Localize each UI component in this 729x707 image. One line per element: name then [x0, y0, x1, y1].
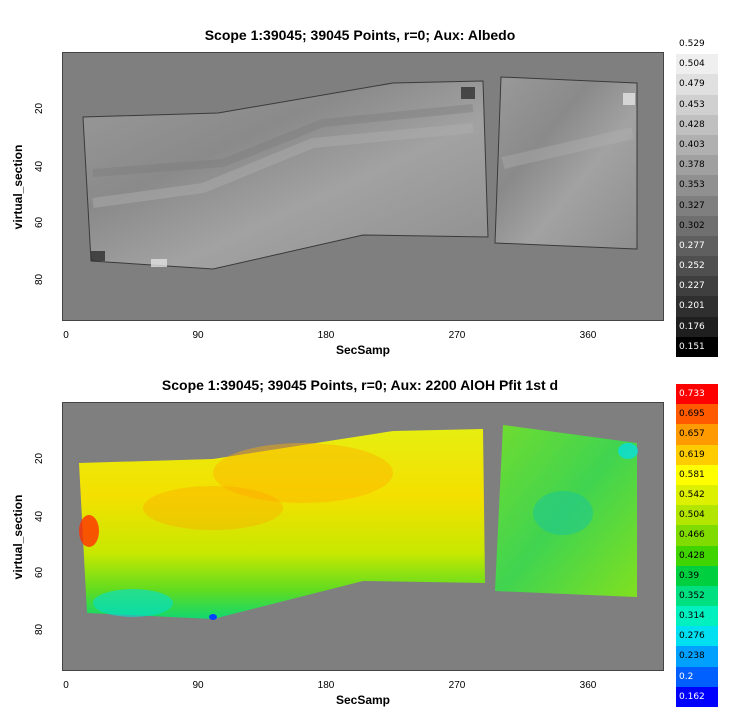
albedo-panel: Scope 1:39045; 39045 Points, r=0; Aux: A… — [0, 0, 729, 357]
bright-spot — [151, 259, 167, 267]
bright-spot — [623, 93, 635, 105]
plot-area — [62, 402, 664, 671]
colorbar: 0.529 0.504 0.479 0.453 0.428 0.403 0.378 0.353… — [676, 34, 718, 357]
plot-area — [62, 52, 664, 321]
y-tick-label: 40 — [34, 510, 45, 522]
x-tick-label: 90 — [192, 330, 204, 341]
chart-title: Scope 1:39045; 39045 Points, r=0; Aux: 2… — [161, 377, 559, 393]
core-section-left — [82, 80, 489, 270]
colorbar-cell: 0.529 — [676, 34, 718, 55]
colorbar-cell: 0.619 — [676, 444, 718, 465]
x-tick-label: 0 — [63, 330, 69, 341]
colorbar-cell: 0.238 — [676, 646, 718, 667]
colorbar-cell: 0.327 — [676, 195, 718, 216]
aloh-map — [79, 425, 638, 620]
core-section-left — [79, 429, 485, 619]
x-axis-label: SecSamp — [335, 693, 391, 707]
x-axis-label: SecSamp — [335, 343, 391, 357]
x-tick-label: 180 — [317, 330, 335, 341]
aloh-panel: Scope 1:39045; 39045 Points, r=0; Aux: 2… — [0, 350, 729, 707]
colorbar-cell: 0.151 — [676, 336, 718, 357]
colorbar-cell: 0.252 — [676, 256, 718, 277]
x-tick-label: 360 — [579, 680, 597, 691]
y-axis-label: virtual_section — [11, 494, 25, 580]
colorbar-cell: 0.302 — [676, 215, 718, 236]
colorbar-cell: 0.504 — [676, 54, 718, 75]
core-section-right — [494, 76, 638, 250]
warm-patch — [143, 486, 283, 530]
colorbar-cell: 0.2 — [676, 666, 718, 687]
x-tick-label: 270 — [448, 680, 466, 691]
colorbar-cell: 0.352 — [676, 585, 718, 607]
x-tick-label: 180 — [317, 680, 335, 691]
colorbar-cell: 0.733 — [676, 384, 718, 405]
colorbar-cell: 0.479 — [676, 74, 718, 95]
colorbar-cell: 0.542 — [676, 484, 718, 506]
colorbar-cell: 0.695 — [676, 404, 718, 425]
colorbar-cell: 0.403 — [676, 134, 718, 156]
x-tick-label: 360 — [579, 330, 597, 341]
colorbar-cell: 0.201 — [676, 296, 718, 317]
colorbar-cell: 0.378 — [676, 155, 718, 176]
colorbar-cell: 0.277 — [676, 235, 718, 257]
y-tick-label: 20 — [34, 452, 45, 464]
colorbar-cell: 0.39 — [676, 565, 718, 586]
colorbar-cell: 0.428 — [676, 114, 718, 135]
colorbar-cell: 0.453 — [676, 94, 718, 115]
y-tick-label: 40 — [34, 160, 45, 172]
blue-spot — [209, 614, 217, 620]
dark-spot — [91, 251, 105, 261]
streak — [92, 123, 474, 208]
x-tick-label: 0 — [63, 680, 69, 691]
chart-title: Scope 1:39045; 39045 Points, r=0; Aux: A… — [204, 27, 516, 43]
cool-patch — [93, 589, 173, 617]
colorbar-cell: 0.353 — [676, 175, 718, 196]
colorbar-cell: 0.314 — [676, 606, 718, 627]
x-tick-label: 270 — [448, 330, 466, 341]
colorbar-cell: 0.428 — [676, 545, 718, 566]
y-tick-label: 60 — [34, 566, 45, 578]
y-tick-label: 80 — [34, 273, 45, 285]
streak — [92, 104, 474, 177]
streak — [501, 127, 635, 169]
y-tick-label: 60 — [34, 216, 45, 228]
dark-spot — [461, 87, 475, 99]
y-axis-label: virtual_section — [11, 144, 25, 230]
colorbar-cell: 0.581 — [676, 464, 718, 485]
hot-spot — [79, 515, 99, 547]
albedo-map — [82, 76, 638, 270]
y-tick-label: 20 — [34, 102, 45, 114]
colorbar-cell: 0.227 — [676, 276, 718, 297]
colorbar: 0.733 0.695 0.657 0.619 0.581 0.542 0.504 0.466… — [676, 384, 718, 707]
colorbar-cell: 0.276 — [676, 626, 718, 647]
colorbar-cell: 0.176 — [676, 316, 718, 337]
colorbar-cell: 0.657 — [676, 424, 718, 445]
cool-patch — [618, 443, 638, 459]
warm-patch — [213, 443, 393, 503]
x-tick-label: 90 — [192, 680, 204, 691]
colorbar-cell: 0.504 — [676, 505, 718, 526]
cool-patch — [533, 491, 593, 535]
colorbar-cell: 0.466 — [676, 525, 718, 546]
y-tick-label: 80 — [34, 623, 45, 635]
